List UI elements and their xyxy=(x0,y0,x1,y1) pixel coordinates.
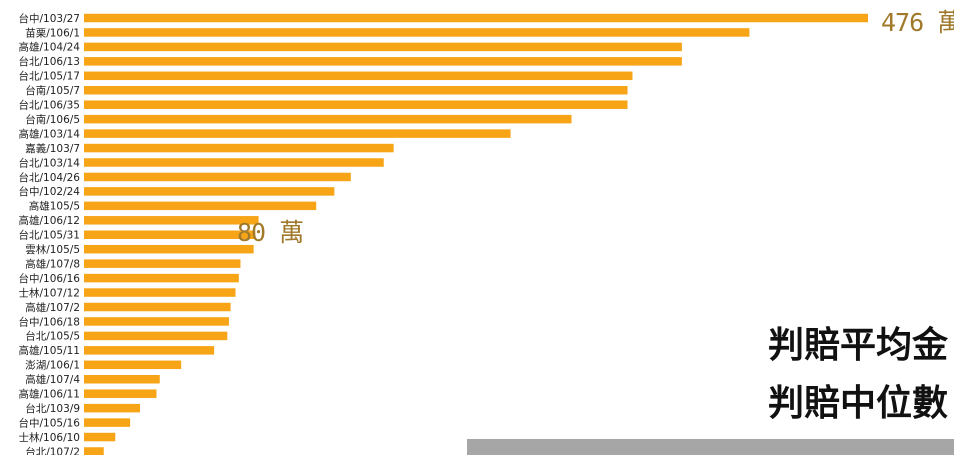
category-label-3: 台北/106/13 xyxy=(19,55,80,68)
category-label-17: 高雄/107/8 xyxy=(25,257,80,270)
bar-0 xyxy=(84,13,868,23)
bar-1 xyxy=(84,28,750,37)
bar-3 xyxy=(84,57,682,66)
category-label-4: 台北/105/17 xyxy=(19,70,80,83)
category-label-12: 台中/102/24 xyxy=(19,185,81,198)
bar-26 xyxy=(84,389,157,398)
bar-29 xyxy=(84,432,116,442)
bar-5 xyxy=(84,86,628,95)
category-label-11: 台北/104/26 xyxy=(19,171,81,184)
bar-13 xyxy=(84,201,317,211)
bar-18 xyxy=(84,273,239,283)
bar-12 xyxy=(84,187,335,196)
category-label-16: 雲林/105/5 xyxy=(25,243,80,256)
bar-22 xyxy=(84,331,228,341)
category-label-20: 高雄/107/2 xyxy=(25,301,80,314)
bar-27 xyxy=(84,403,140,413)
category-label-6: 台北/106/35 xyxy=(19,99,80,112)
bar-28 xyxy=(84,418,131,427)
annotation-80-value: 80 萬 xyxy=(237,218,303,247)
bar-24 xyxy=(84,360,182,370)
category-label-15: 台北/105/31 xyxy=(19,229,80,242)
category-label-0: 台中/103/27 xyxy=(19,12,80,25)
category-label-1: 苗栗/106/1 xyxy=(25,27,80,39)
category-label-22: 台北/105/5 xyxy=(25,330,80,343)
category-label-7: 台南/106/5 xyxy=(25,113,80,126)
category-label-19: 士林/107/12 xyxy=(19,286,80,299)
category-label-23: 高雄/105/11 xyxy=(19,344,80,357)
category-label-2: 高雄/104/24 xyxy=(19,41,81,54)
annotation-max-value: 476 萬 xyxy=(881,8,954,37)
bar-7 xyxy=(84,114,572,124)
bar-8 xyxy=(84,129,511,138)
bar-2 xyxy=(84,42,682,52)
category-label-21: 台中/106/18 xyxy=(19,315,80,328)
bars-group xyxy=(84,13,868,455)
category-label-18: 台中/106/16 xyxy=(19,272,81,285)
bar-10 xyxy=(84,158,384,167)
category-label-24: 澎湖/106/1 xyxy=(25,360,80,372)
bar-23 xyxy=(84,346,215,355)
category-label-8: 高雄/103/14 xyxy=(19,127,81,140)
category-label-10: 台北/103/14 xyxy=(19,156,81,169)
caption-average: 判賠平均金 xyxy=(768,325,949,366)
category-label-5: 台南/105/7 xyxy=(25,84,80,97)
bar-17 xyxy=(84,259,241,268)
category-label-14: 高雄/106/12 xyxy=(19,214,80,227)
bar-6 xyxy=(84,100,628,109)
footer-gray-bar xyxy=(467,439,954,455)
category-label-28: 台中/105/16 xyxy=(19,416,81,429)
bar-4 xyxy=(84,71,633,81)
bar-11 xyxy=(84,172,351,182)
bar-21 xyxy=(84,317,229,326)
bar-19 xyxy=(84,288,236,297)
bar-20 xyxy=(84,302,231,312)
category-label-9: 嘉義/103/7 xyxy=(25,142,80,155)
bar-9 xyxy=(84,143,394,153)
category-label-26: 高雄/106/11 xyxy=(19,388,80,401)
bar-30 xyxy=(84,447,104,455)
caption-median: 判賠中位數 xyxy=(768,383,949,424)
bar-16 xyxy=(84,244,254,254)
bar-14 xyxy=(84,216,259,225)
category-label-25: 高雄/107/4 xyxy=(25,373,80,386)
category-label-13: 高雄105/5 xyxy=(29,200,80,213)
bar-25 xyxy=(84,375,160,384)
bar-15 xyxy=(84,230,256,239)
category-label-27: 台北/103/9 xyxy=(25,402,80,415)
category-label-29: 士林/106/10 xyxy=(19,431,80,444)
category-label-30: 台北/107/2 xyxy=(25,445,80,455)
